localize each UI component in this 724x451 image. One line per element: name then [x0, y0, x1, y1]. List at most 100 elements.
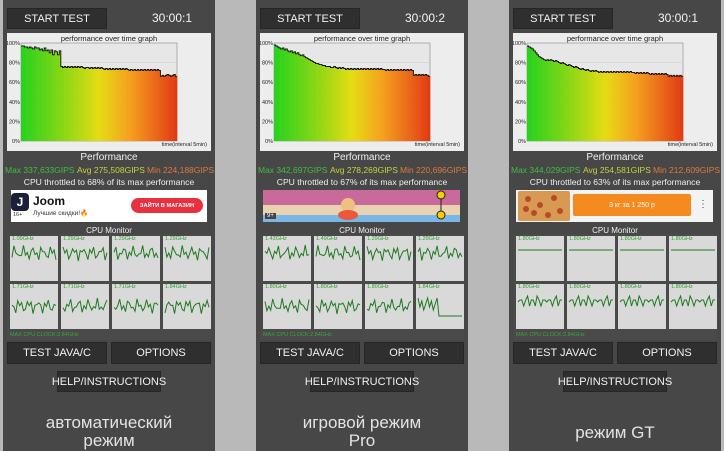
perf-bar: [49, 52, 52, 141]
shop-button[interactable]: ЗАЙТИ В МАГАЗИН: [131, 198, 203, 213]
cpu-core-freq: 1.80GHz: [569, 236, 591, 242]
perf-bar: [170, 76, 173, 141]
joom-ad-banner[interactable]: J 16+ Joom Лучшие скидки!🔥 ЗАЙТИ В МАГАЗИН: [11, 190, 207, 222]
perf-bar: [74, 66, 77, 141]
perf-bar: [65, 67, 68, 141]
perf-bar: [671, 76, 674, 141]
perf-bar: [348, 69, 351, 141]
perf-bar: [143, 69, 146, 141]
cpu-core-line: [164, 245, 210, 261]
perf-bar: [585, 70, 588, 141]
perf-bar: [426, 75, 429, 141]
perf-bar: [42, 50, 45, 142]
cpu-core-line: [366, 298, 412, 313]
test-java-button[interactable]: TEST JAVA/C: [260, 342, 360, 364]
perf-bar: [287, 50, 290, 142]
perf-bar: [611, 72, 614, 141]
game-ad-art: [263, 190, 460, 222]
perf-bar: [140, 69, 143, 141]
cpu-core-line: [568, 294, 613, 308]
perf-bar: [283, 49, 286, 141]
avg-gips: Avg 275,508GIPS: [77, 165, 145, 175]
perf-bar: [406, 69, 409, 141]
perf-bar: [35, 47, 38, 141]
perf-bar: [376, 68, 379, 141]
perf-bar: [290, 50, 293, 142]
more-icon[interactable]: ⋮: [698, 199, 708, 210]
perf-bar: [115, 68, 118, 141]
perf-bar: [295, 53, 298, 141]
perf-bar: [45, 50, 48, 142]
cpu-freq-line: [366, 298, 412, 313]
perf-line: [21, 45, 177, 77]
test-java-button[interactable]: TEST JAVA/C: [513, 342, 613, 364]
cpu-monitor-grid: 1.09GHz 1.29GHz 1.29GHz 1.29GHz 1.71GHz 1.71G…: [7, 234, 211, 340]
start-test-button[interactable]: START TEST: [513, 8, 613, 29]
mode-caption-line: режим GT: [575, 423, 655, 442]
perf-bar: [578, 68, 581, 141]
graph-title: performance over time graph: [60, 34, 158, 43]
age-badge: 9+: [265, 213, 276, 219]
perf-bar: [360, 68, 363, 141]
help-instructions-button[interactable]: HELP/INSTRUCTIONS: [52, 371, 166, 392]
pizza-ad-banner[interactable]: 3 кг за 1 250 р ⋮: [516, 190, 713, 222]
perf-bar: [163, 76, 166, 141]
perf-bar: [393, 69, 396, 141]
y-tick-label: 80%: [262, 61, 273, 67]
cpu-core-graph: 1.29GHz: [112, 236, 160, 281]
perf-bar: [158, 70, 161, 141]
perf-bar: [586, 69, 589, 141]
help-instructions-button[interactable]: HELP/INSTRUCTIONS: [305, 371, 419, 392]
perf-bar: [275, 45, 278, 141]
perf-bar: [591, 70, 594, 141]
cpu-core-graph: 1.80GHz: [618, 236, 666, 281]
perf-bar: [55, 51, 58, 141]
perf-bar: [595, 70, 598, 141]
perf-bar: [624, 72, 627, 141]
pizza-topping: [531, 210, 537, 216]
perf-bar: [405, 70, 408, 141]
options-button[interactable]: OPTIONS: [111, 342, 211, 364]
perf-bar: [172, 75, 174, 141]
pizza-offer-button[interactable]: 3 кг за 1 250 р: [573, 194, 691, 216]
perf-bar: [415, 74, 418, 141]
perf-bar: [628, 72, 631, 141]
perf-bar: [315, 63, 318, 141]
perf-bar: [117, 69, 120, 141]
perf-bar: [122, 68, 125, 141]
perf-bar: [125, 68, 128, 141]
perf-bar: [157, 69, 160, 141]
perf-bar: [327, 66, 330, 141]
perf-bar: [609, 71, 612, 141]
cpu-core-line: [11, 298, 57, 314]
perf-bar: [147, 69, 150, 141]
cpu-core-line: [619, 294, 664, 308]
perf-bar: [619, 71, 622, 141]
cpu-core-freq: 1.80GHz: [620, 236, 642, 242]
perf-bar: [167, 74, 170, 141]
cpu-freq-line: [619, 294, 664, 308]
help-instructions-button[interactable]: HELP/INSTRUCTIONS: [558, 371, 672, 392]
cpu-core-freq: 1.80GHz: [671, 236, 693, 242]
test-java-button[interactable]: TEST JAVA/C: [7, 342, 107, 364]
perf-bar: [280, 48, 283, 141]
perf-bar: [590, 71, 593, 141]
perf-bar: [62, 67, 65, 141]
start-test-button[interactable]: START TEST: [260, 8, 360, 29]
perf-bar: [601, 72, 604, 141]
perf-bar: [105, 68, 108, 141]
perf-bar: [85, 67, 88, 141]
y-tick-label: 0%: [265, 139, 273, 145]
throttle-text: CPU throttled to 63% of its max performa…: [529, 177, 701, 187]
cpu-core-graph: 1.80GHz: [618, 284, 666, 329]
y-tick-label: 60%: [515, 80, 526, 86]
perf-bar: [25, 46, 28, 141]
options-button[interactable]: OPTIONS: [364, 342, 464, 364]
age-badge: 16+: [13, 212, 23, 218]
game-ad-banner[interactable]: 9+: [263, 190, 460, 222]
options-button[interactable]: OPTIONS: [617, 342, 717, 364]
start-test-button[interactable]: START TEST: [7, 8, 107, 29]
perf-bar: [37, 47, 40, 141]
cpu-core-line: [113, 298, 159, 314]
throttle-text: CPU throttled to 67% of its max performa…: [276, 177, 448, 187]
